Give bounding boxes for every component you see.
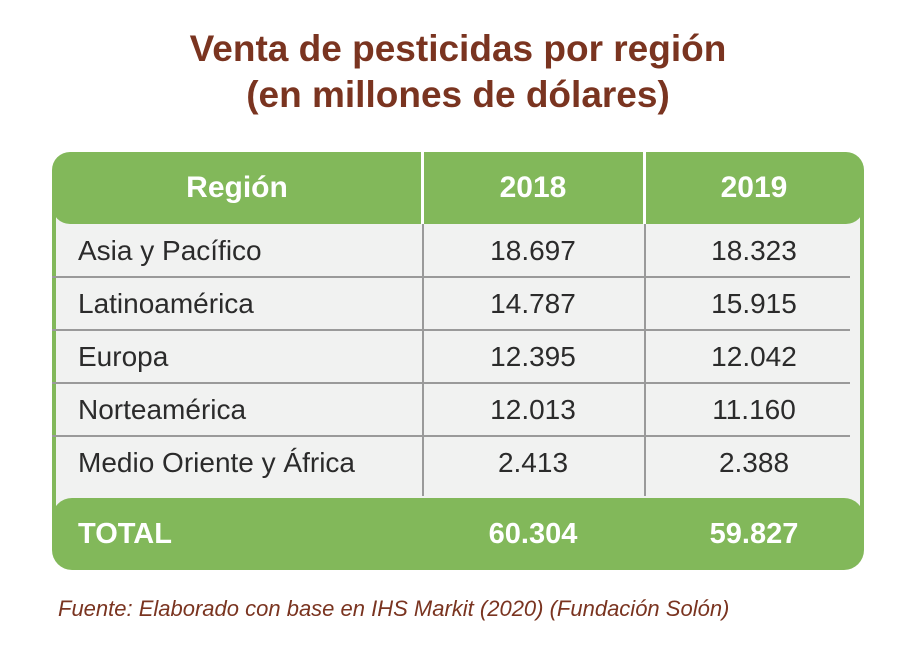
table-row: Latinoamérica 14.787 15.915 xyxy=(52,277,864,330)
table-header: Región 2018 2019 xyxy=(52,152,864,224)
row-region-cell: Europa xyxy=(78,340,169,372)
total-2019: 59.827 xyxy=(709,517,799,550)
row-2019-cell: 18.323 xyxy=(711,234,797,266)
column-divider xyxy=(644,224,646,496)
table-row: Asia y Pacífico 18.697 18.323 xyxy=(52,224,864,277)
row-2018-cell: 12.395 xyxy=(490,340,576,372)
table-row: Medio Oriente y África 2.413 2.388 xyxy=(52,436,864,489)
table-body-background xyxy=(52,182,864,542)
row-2018-cell: 2.413 xyxy=(497,446,569,478)
header-separator xyxy=(421,152,424,224)
header-2018: 2018 xyxy=(499,171,567,204)
column-divider xyxy=(422,224,424,496)
row-divider xyxy=(52,276,850,278)
table-rows: Asia y Pacífico 18.697 18.323 Latinoamérica… xyxy=(52,224,864,496)
row-divider xyxy=(52,382,850,384)
chart-title: Venta de pesticidas por región (en millo… xyxy=(0,26,916,118)
row-divider xyxy=(52,435,850,437)
row-2018-cell: 14.787 xyxy=(490,287,576,319)
row-region-cell: Medio Oriente y África xyxy=(78,446,355,478)
header-separator xyxy=(643,152,646,224)
row-region-cell: Norteamérica xyxy=(78,393,247,425)
header-2019: 2019 xyxy=(720,171,788,204)
total-row: TOTAL 60.304 59.827 xyxy=(52,498,864,570)
data-table: Región 2018 2019 Asia y Pacífico 18.697 18… xyxy=(52,152,864,570)
row-2018-cell: 18.697 xyxy=(490,234,576,266)
row-divider xyxy=(52,329,850,331)
title-line-1: Venta de pesticidas por región xyxy=(189,28,727,69)
row-region-cell: Latinoamérica xyxy=(78,287,254,319)
row-2019-cell: 2.388 xyxy=(718,446,790,478)
total-2018: 60.304 xyxy=(488,517,578,550)
source-note: Fuente: Elaborado con base en IHS Markit… xyxy=(58,596,730,621)
header-region: Región xyxy=(186,171,288,204)
row-2019-cell: 11.160 xyxy=(712,393,796,425)
row-2019-cell: 15.915 xyxy=(711,287,797,319)
row-region-cell: Asia y Pacífico xyxy=(78,234,262,266)
table-row: Norteamérica 12.013 11.160 xyxy=(52,383,864,436)
title-line-2: (en millones de dólares) xyxy=(246,74,670,115)
row-2019-cell: 12.042 xyxy=(711,340,797,372)
row-2018-cell: 12.013 xyxy=(490,393,576,425)
table-row: Europa 12.395 12.042 xyxy=(52,330,864,383)
total-label: TOTAL xyxy=(78,517,172,550)
